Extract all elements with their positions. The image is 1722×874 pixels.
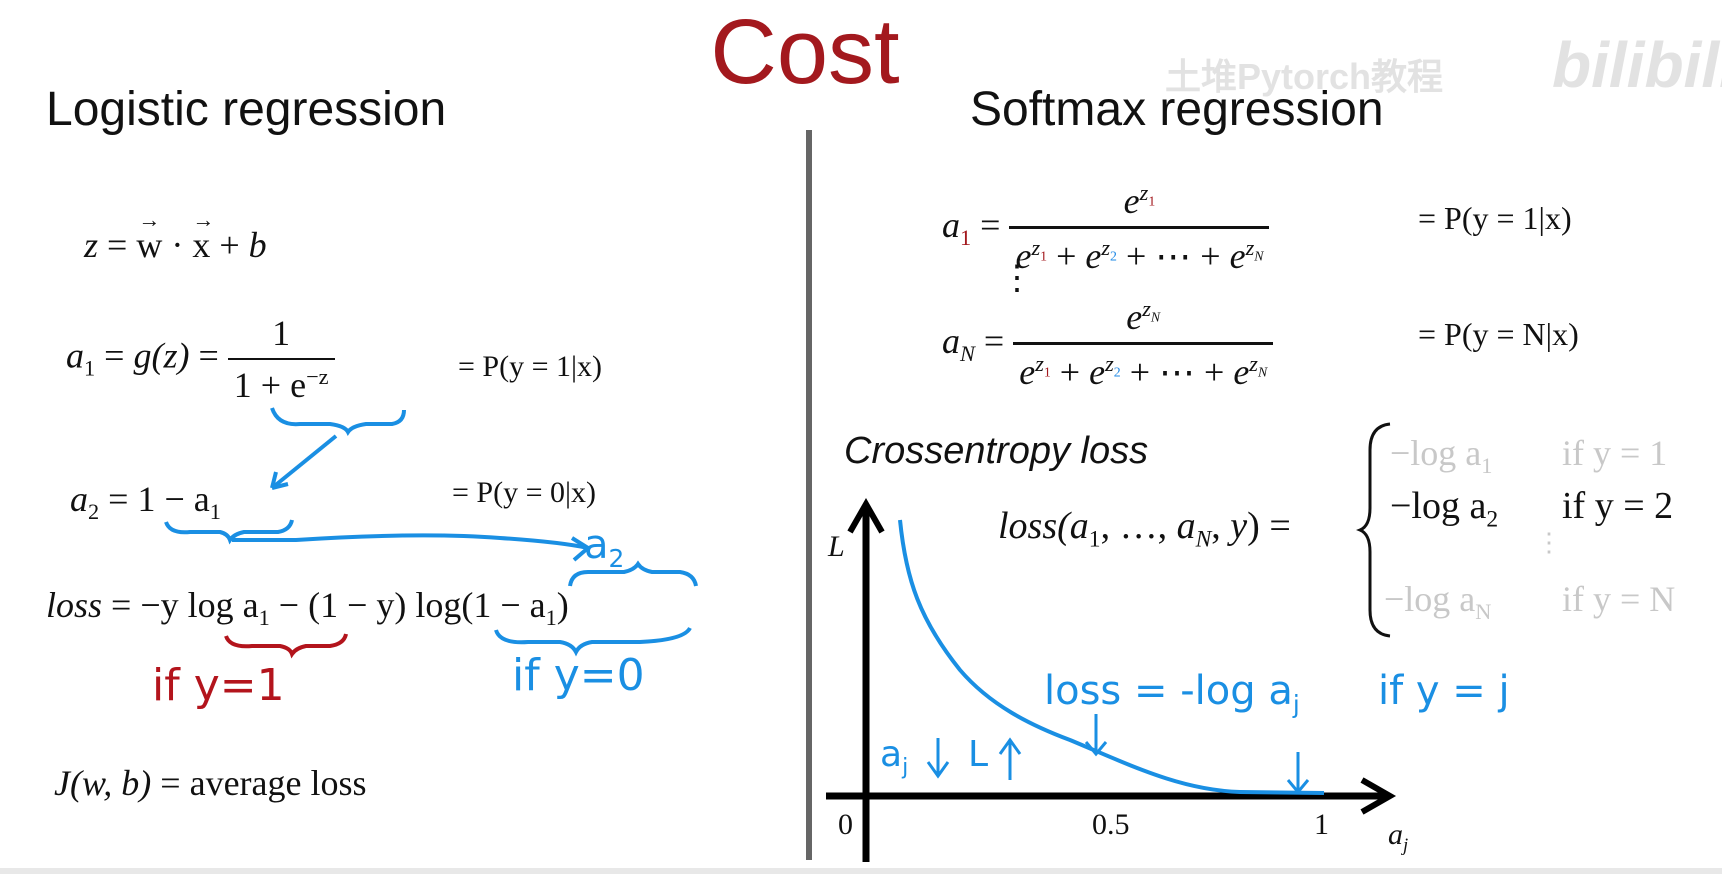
graph-tick-0-5: 0.5 <box>1092 808 1130 841</box>
prob-y1: = P(y = 1|x) <box>458 350 603 383</box>
equation-z: z = w → · x → + b <box>84 207 267 265</box>
annot-arrow-down <box>926 738 950 779</box>
annotation-a2: a2 <box>584 522 625 573</box>
graph-y-label: L <box>828 530 845 563</box>
annot-arrow-right <box>1286 752 1310 795</box>
annotation-L: L <box>968 734 989 775</box>
softmax-aN: aN = ezN ez1 + ez2 + ⋯ + ezN <box>942 296 1274 393</box>
loss-function-lhs: loss(a1, …, aN, y) = <box>998 505 1291 553</box>
brace-one-minus-a1 <box>164 519 294 545</box>
prob-y0: = P(y = 0|x) <box>452 476 597 509</box>
graph-x-label: aj <box>1388 818 1409 856</box>
annotation-if-y0: if y=0 <box>512 650 645 701</box>
watermark-logo: bilibili <box>1552 29 1722 101</box>
case-cond-1: if y = 1 <box>1562 433 1668 473</box>
arrow-long-to-a2 <box>232 533 589 550</box>
case-cond-2: if y = 2 <box>1562 485 1674 527</box>
equation-a2: a2 = 1 − a1 <box>70 479 221 525</box>
case-row-2: −log a2 <box>1390 485 1499 533</box>
y-axis-arrow <box>847 497 885 534</box>
crossentropy-label: Crossentropy loss <box>844 430 1149 472</box>
brace-blue-log <box>494 626 692 657</box>
loss-graph <box>826 497 1397 862</box>
graph-tick-0: 0 <box>838 808 853 841</box>
brace-denominator <box>270 407 406 436</box>
annotation-loss-cond: if y = j <box>1378 668 1510 714</box>
annot-arrow-up <box>998 737 1022 780</box>
right-heading: Softmax regression <box>970 83 1384 136</box>
annot-arrow-mid <box>1084 714 1108 757</box>
graph-tick-1: 1 <box>1314 808 1329 841</box>
brace-above-log <box>568 560 698 587</box>
panel-divider <box>806 130 812 860</box>
cases-vdots: ⋮ <box>1536 528 1562 557</box>
softmax-a1: a1 = ez1 ez1 + ez2 + ⋯ + ezN <box>942 180 1270 277</box>
loss-curve <box>898 519 1325 795</box>
softmax-prob-1: = P(y = 1|x) <box>1418 200 1572 236</box>
case-row-1: −log a1 <box>1390 433 1493 479</box>
left-heading: Logistic regression <box>46 83 447 136</box>
x-axis-arrow <box>1360 777 1397 815</box>
cases-brace <box>1356 422 1391 638</box>
arrow-to-a2 <box>270 434 338 490</box>
annotation-loss-log: loss = -log aj <box>1044 668 1300 719</box>
bottom-bar <box>0 868 1722 874</box>
softmax-prob-N: = P(y = N|x) <box>1418 316 1579 352</box>
watermark-channel: 土堆Pytorch教程 <box>1165 56 1444 97</box>
equation-loss: loss = −y log a1 − (1 − y) log(1 − a1) <box>46 585 569 631</box>
slide-title: Cost <box>710 1 900 103</box>
case-row-N: −log aN <box>1384 579 1492 625</box>
vdots: ⋮ <box>1000 260 1034 297</box>
equation-cost-J: J(w, b) = average loss <box>54 763 367 803</box>
case-cond-N: if y = N <box>1562 579 1676 619</box>
annotation-aj: aj <box>880 734 909 781</box>
brace-red-log-a1 <box>224 633 348 659</box>
annotation-if-y1: if y=1 <box>152 660 285 711</box>
left-annotation-strokes <box>164 407 698 659</box>
